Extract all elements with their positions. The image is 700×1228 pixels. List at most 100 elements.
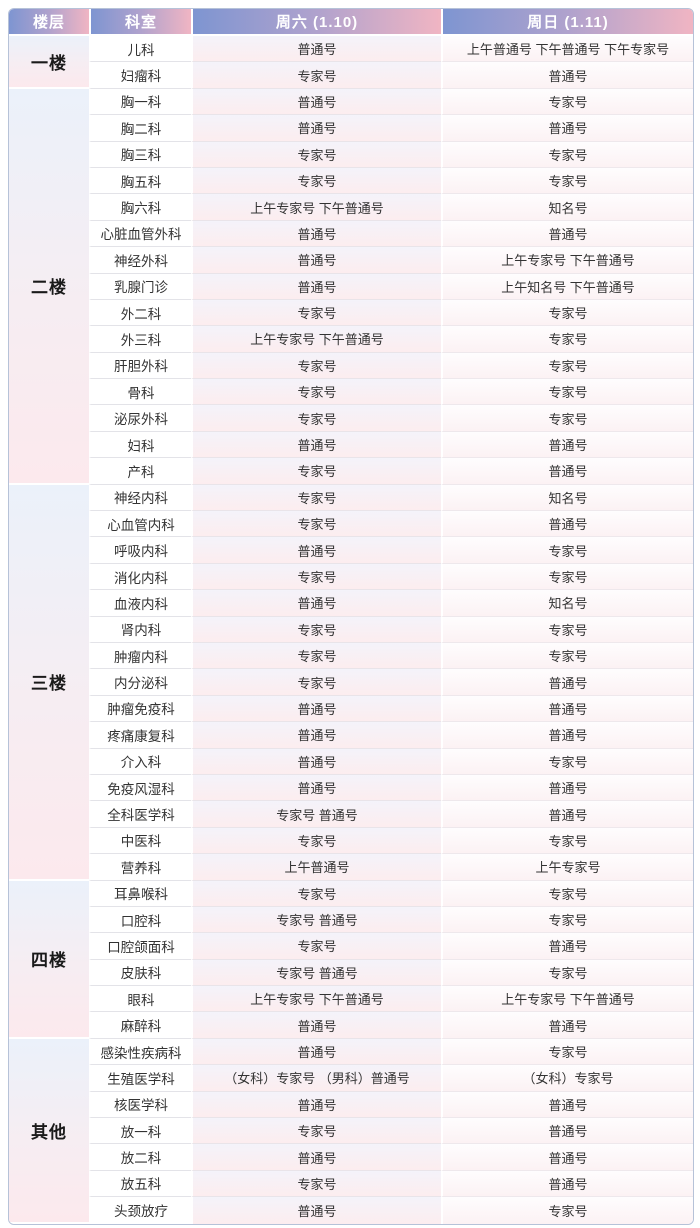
sunday-cell: 普通号: [441, 220, 693, 248]
saturday-cell: 上午专家号 下午普通号: [191, 194, 441, 221]
sunday-cell: 普通号: [441, 933, 693, 960]
saturday-cell: 上午普通号: [191, 854, 441, 881]
table-row: 泌尿外科 专家号 专家号: [9, 405, 693, 432]
saturday-cell: 专家号: [191, 933, 441, 960]
department-cell: 眼科: [89, 986, 191, 1013]
department-cell: 消化内科: [89, 563, 191, 591]
department-cell: 胸二科: [89, 115, 191, 142]
saturday-cell: 专家号: [191, 141, 441, 168]
table-row: 疼痛康复科 普通号 普通号: [9, 722, 693, 749]
department-cell: 心脏血管外科: [89, 220, 191, 248]
sunday-cell: 普通号: [441, 774, 693, 802]
table-row: 生殖医学科 （女科）专家号 （男科）普通号 （女科）专家号: [9, 1065, 693, 1092]
table-row: 头颈放疗 普通号 专家号: [9, 1197, 693, 1224]
floor-cell: 其他: [9, 1038, 89, 1224]
floor-cell: 三楼: [9, 484, 89, 881]
department-cell: 麻醉科: [89, 1012, 191, 1039]
table-row: 核医学科 普通号 普通号: [9, 1091, 693, 1119]
table-row: 肿瘤免疫科 普通号 普通号: [9, 695, 693, 723]
sunday-cell: 专家号: [441, 642, 693, 670]
saturday-cell: 普通号: [191, 1091, 441, 1119]
saturday-cell: 专家号: [191, 642, 441, 670]
table-row: 消化内科 专家号 专家号: [9, 563, 693, 591]
sunday-cell: 普通号: [441, 511, 693, 538]
department-cell: 外二科: [89, 299, 191, 327]
column-header-saturday: 周六 (1.10): [191, 9, 441, 36]
table-row: 心血管内科 专家号 普通号: [9, 511, 693, 538]
saturday-cell: 普通号: [191, 748, 441, 775]
saturday-cell: 普通号: [191, 537, 441, 564]
sunday-cell: 知名号: [441, 590, 693, 617]
sunday-cell: 专家号: [441, 537, 693, 564]
table-row: 骨科 专家号 专家号: [9, 379, 693, 406]
department-cell: 泌尿外科: [89, 405, 191, 432]
saturday-cell: 普通号: [191, 431, 441, 459]
department-cell: 营养科: [89, 854, 191, 881]
sunday-cell: 普通号: [441, 801, 693, 828]
table-row: 胸六科 上午专家号 下午普通号 知名号: [9, 194, 693, 221]
sunday-cell: 知名号: [441, 484, 693, 512]
table-row: 胸五科 专家号 专家号: [9, 167, 693, 195]
table-row: 中医科 专家号 专家号: [9, 827, 693, 855]
schedule-table-container: 楼层 科室 周六 (1.10) 周日 (1.11) 一楼 儿科 普通号 上午普通号 下…: [8, 8, 694, 1225]
table-row: 胸三科 专家号 专家号: [9, 141, 693, 168]
table-row: 免疫风湿科 普通号 普通号: [9, 774, 693, 802]
sunday-cell: 上午知名号 下午普通号: [441, 273, 693, 300]
saturday-cell: 专家号: [191, 669, 441, 696]
sunday-cell: 普通号: [441, 1118, 693, 1145]
saturday-cell: （女科）专家号 （男科）普通号: [191, 1065, 441, 1092]
department-cell: 免疫风湿科: [89, 774, 191, 802]
table-row: 心脏血管外科 普通号 普通号: [9, 220, 693, 248]
saturday-cell: 专家号: [191, 511, 441, 538]
department-cell: 外三科: [89, 326, 191, 353]
department-cell: 生殖医学科: [89, 1065, 191, 1092]
saturday-cell: 普通号: [191, 115, 441, 142]
table-row: 血液内科 普通号 知名号: [9, 590, 693, 617]
saturday-cell: 普通号: [191, 695, 441, 723]
sunday-cell: （女科）专家号: [441, 1065, 693, 1092]
saturday-cell: 普通号: [191, 88, 441, 116]
sunday-cell: 专家号: [441, 827, 693, 855]
table-row: 眼科 上午专家号 下午普通号 上午专家号 下午普通号: [9, 986, 693, 1013]
saturday-cell: 专家号: [191, 880, 441, 907]
saturday-cell: 专家号: [191, 616, 441, 643]
column-header-department: 科室: [89, 9, 191, 36]
saturday-cell: 普通号: [191, 1197, 441, 1224]
floor-cell: 二楼: [9, 88, 89, 485]
department-cell: 全科医学科: [89, 801, 191, 828]
table-row: 产科 专家号 普通号: [9, 458, 693, 485]
department-cell: 妇瘤科: [89, 62, 191, 89]
sunday-cell: 普通号: [441, 62, 693, 89]
saturday-cell: 普通号: [191, 774, 441, 802]
saturday-cell: 专家号: [191, 379, 441, 406]
department-cell: 头颈放疗: [89, 1197, 191, 1224]
table-row: 麻醉科 普通号 普通号: [9, 1012, 693, 1039]
sunday-cell: 专家号: [441, 959, 693, 987]
saturday-cell: 专家号: [191, 563, 441, 591]
department-cell: 心血管内科: [89, 511, 191, 538]
table-row: 口腔颌面科 专家号 普通号: [9, 933, 693, 960]
column-header-floor: 楼层: [9, 9, 89, 36]
header-row: 楼层 科室 周六 (1.10) 周日 (1.11): [9, 9, 693, 36]
sunday-cell: 普通号: [441, 458, 693, 485]
table-row: 肾内科 专家号 专家号: [9, 616, 693, 643]
schedule-table: 楼层 科室 周六 (1.10) 周日 (1.11) 一楼 儿科 普通号 上午普通号 下…: [9, 9, 693, 1224]
table-row: 乳腺门诊 普通号 上午知名号 下午普通号: [9, 273, 693, 300]
table-row: 外二科 专家号 专家号: [9, 299, 693, 327]
saturday-cell: 普通号: [191, 273, 441, 300]
saturday-cell: 普通号: [191, 1012, 441, 1039]
saturday-cell: 普通号: [191, 722, 441, 749]
saturday-cell: 上午专家号 下午普通号: [191, 986, 441, 1013]
sunday-cell: 专家号: [441, 88, 693, 116]
saturday-cell: 普通号: [191, 1144, 441, 1171]
table-row: 放一科 专家号 普通号: [9, 1118, 693, 1145]
saturday-cell: 专家号: [191, 484, 441, 512]
table-row: 其他 感染性疾病科 普通号 专家号: [9, 1038, 693, 1224]
table-row: 全科医学科 专家号 普通号 普通号: [9, 801, 693, 828]
table-row: 妇科 普通号 普通号: [9, 431, 693, 459]
sunday-cell: 专家号: [441, 906, 693, 934]
saturday-cell: 普通号: [191, 247, 441, 274]
sunday-cell: 知名号: [441, 194, 693, 221]
table-row: 肝胆外科 专家号 专家号: [9, 352, 693, 380]
department-cell: 疼痛康复科: [89, 722, 191, 749]
